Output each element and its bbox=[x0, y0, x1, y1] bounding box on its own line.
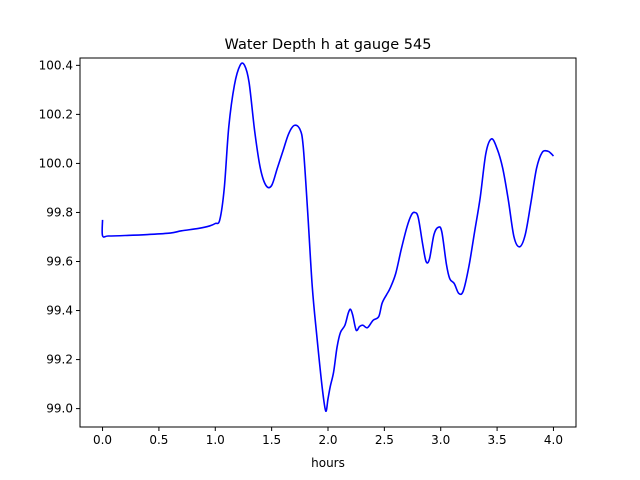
y-tick-label: 99.6 bbox=[46, 255, 73, 269]
y-tick-label: 100.2 bbox=[39, 107, 73, 121]
y-tick-label: 100.4 bbox=[39, 58, 73, 72]
chart-title: Water Depth h at gauge 545 bbox=[225, 37, 432, 53]
x-axis-label: hours bbox=[311, 456, 345, 470]
series-line bbox=[101, 62, 555, 412]
plot-frame bbox=[79, 57, 577, 428]
tick-layer: 0.0 0.5 1.0 1.5 2.0 2.5 3.0 3.5 4.0 99.0 99.2 99.4 9… bbox=[39, 58, 563, 447]
y-tick-label: 100.0 bbox=[39, 156, 73, 170]
x-tick-label: 2.0 bbox=[318, 433, 337, 447]
x-tick-label: 4.0 bbox=[544, 433, 563, 447]
x-tick-label: 0.0 bbox=[93, 433, 112, 447]
x-tick-label: 0.5 bbox=[149, 433, 168, 447]
y-tick-label: 99.8 bbox=[46, 205, 73, 219]
x-tick-label: 2.5 bbox=[375, 433, 394, 447]
x-tick-label: 3.5 bbox=[488, 433, 507, 447]
x-tick-label: 3.0 bbox=[431, 433, 450, 447]
series-layer bbox=[101, 62, 555, 412]
y-tick-label: 99.2 bbox=[46, 353, 73, 367]
y-tick-label: 99.4 bbox=[46, 304, 73, 318]
x-tick-label: 1.5 bbox=[262, 433, 281, 447]
y-tick-label: 99.0 bbox=[46, 402, 73, 416]
x-tick-label: 1.0 bbox=[206, 433, 225, 447]
